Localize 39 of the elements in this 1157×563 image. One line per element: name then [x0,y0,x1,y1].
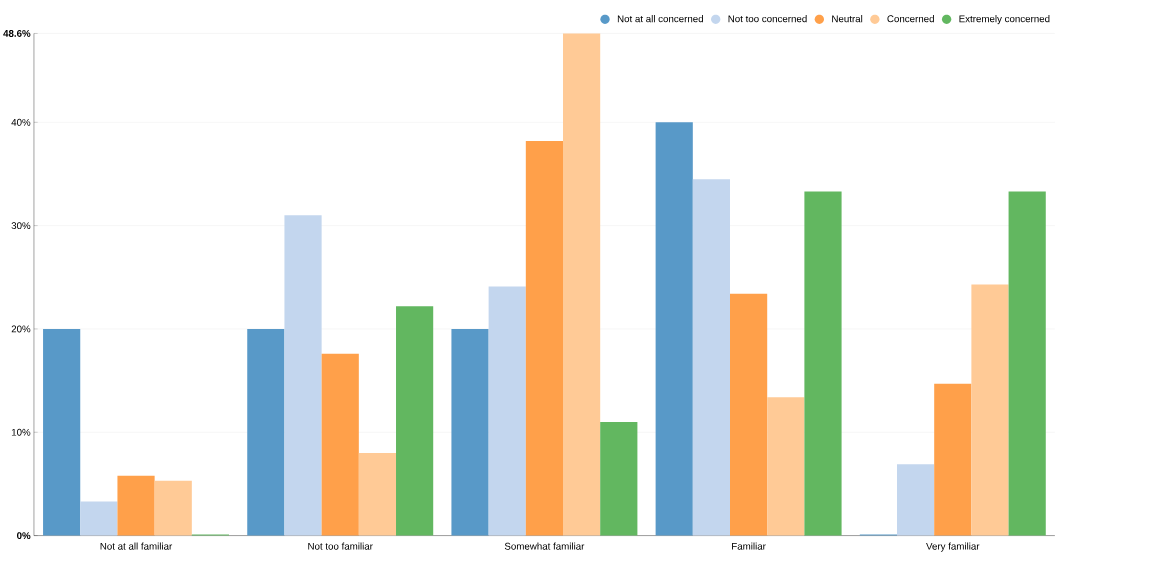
x-tick-label: Not at all familiar [100,542,173,550]
bar [525,141,564,536]
y-tick-label: 30% [11,222,31,230]
y-tick-label: 20% [11,325,31,333]
legend-label: Neutral [832,15,863,23]
bar [451,329,489,536]
bar [655,122,693,536]
bar [358,453,397,536]
x-tick-label: Very familiar [926,542,980,552]
bar [154,481,192,536]
y-tick-label: 40% [11,119,31,126]
y-tick-label: 0% [16,532,31,540]
bar [896,464,935,536]
bar [1008,191,1046,536]
x-tick-label: Somewhat familiar [504,542,585,550]
bar [488,286,526,536]
bar [284,215,322,536]
bar [80,501,118,536]
bar [804,191,842,536]
bar [600,422,638,536]
bar [117,475,155,536]
bar [934,383,972,536]
legend-label: Not too concerned [728,15,807,23]
bar [730,294,768,536]
legend-label: Not at all concerned [617,15,703,23]
x-tick-label: Familiar [732,542,766,550]
bar [692,179,730,536]
y-tick-label: 48.6% [3,30,31,38]
bar [43,329,81,536]
bar [321,353,359,536]
bar [971,284,1009,536]
x-tick-label: Not too familiar [308,542,373,550]
bar [767,397,805,536]
y-tick-label: 10% [11,429,31,436]
bar [247,329,285,536]
legend-label: Extremely concerned [959,15,1050,25]
legend-label: Concerned [887,15,934,23]
bar [396,306,434,536]
bar [563,33,601,536]
